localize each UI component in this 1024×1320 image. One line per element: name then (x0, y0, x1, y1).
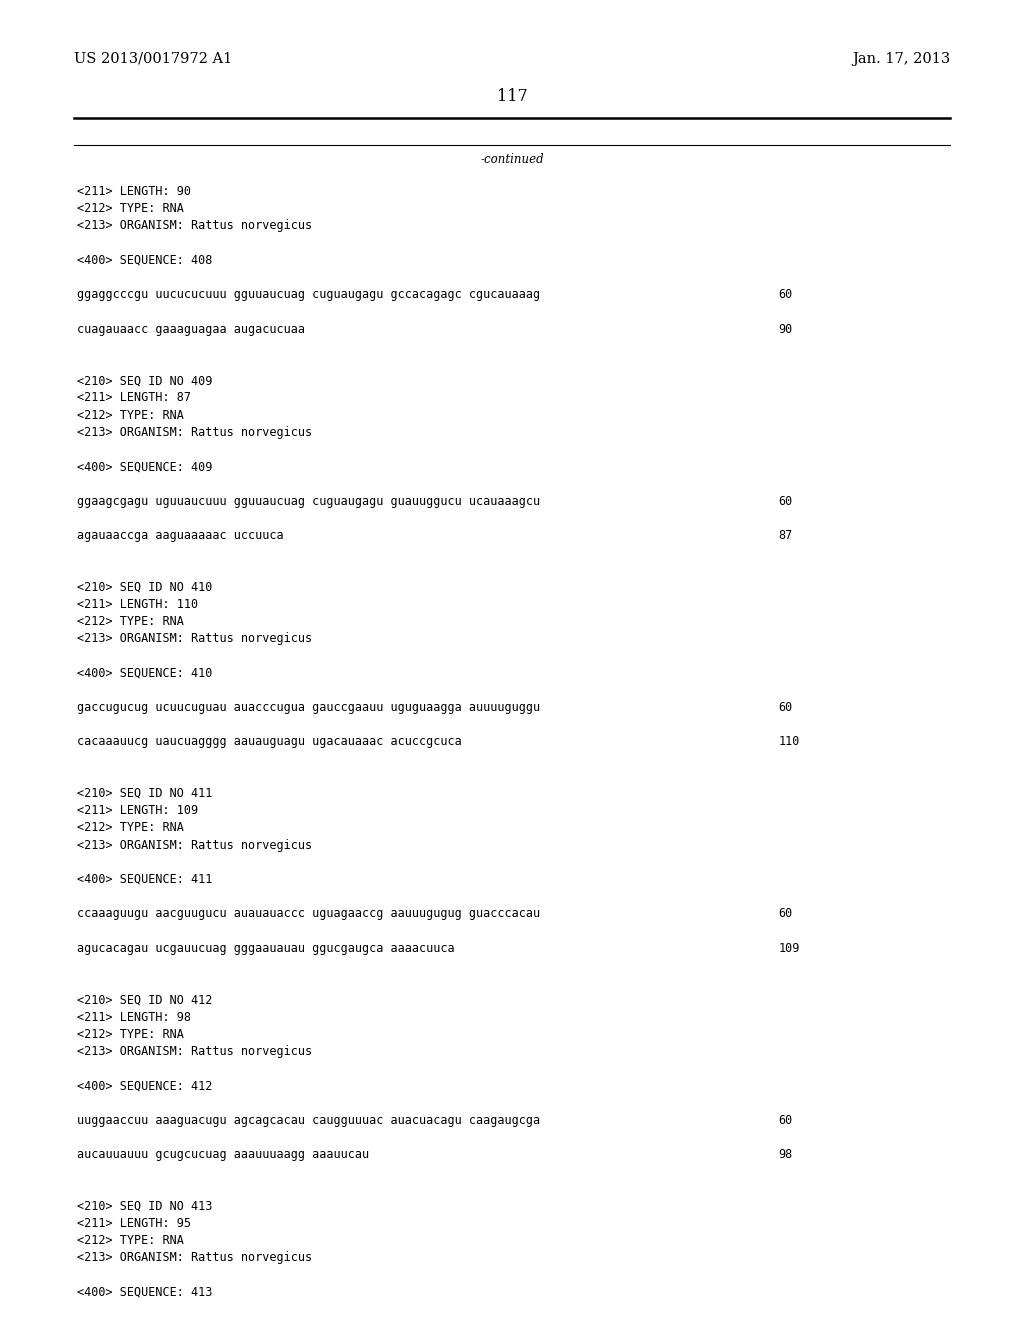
Text: <400> SEQUENCE: 408: <400> SEQUENCE: 408 (77, 253, 212, 267)
Text: <213> ORGANISM: Rattus norvegicus: <213> ORGANISM: Rattus norvegicus (77, 219, 312, 232)
Text: <211> LENGTH: 87: <211> LENGTH: 87 (77, 392, 190, 404)
Text: <211> LENGTH: 110: <211> LENGTH: 110 (77, 598, 198, 611)
Text: 98: 98 (778, 1148, 793, 1162)
Text: -continued: -continued (480, 153, 544, 166)
Text: <210> SEQ ID NO 413: <210> SEQ ID NO 413 (77, 1200, 212, 1213)
Text: <212> TYPE: RNA: <212> TYPE: RNA (77, 615, 183, 628)
Text: aucauuauuu gcugcucuag aaauuuaagg aaauucau: aucauuauuu gcugcucuag aaauuuaagg aaauuca… (77, 1148, 369, 1162)
Text: <211> LENGTH: 95: <211> LENGTH: 95 (77, 1217, 190, 1230)
Text: <400> SEQUENCE: 411: <400> SEQUENCE: 411 (77, 873, 212, 886)
Text: <212> TYPE: RNA: <212> TYPE: RNA (77, 202, 183, 215)
Text: ccaaaguugu aacguugucu auauauaccc uguagaaccg aauuugugug guacccacau: ccaaaguugu aacguugucu auauauaccc uguagaa… (77, 907, 540, 920)
Text: Jan. 17, 2013: Jan. 17, 2013 (852, 51, 950, 66)
Text: <213> ORGANISM: Rattus norvegicus: <213> ORGANISM: Rattus norvegicus (77, 1045, 312, 1059)
Text: <400> SEQUENCE: 413: <400> SEQUENCE: 413 (77, 1286, 212, 1299)
Text: 109: 109 (778, 941, 800, 954)
Text: uuggaaccuu aaaguacugu agcagcacau caugguuuac auacuacagu caagaugcga: uuggaaccuu aaaguacugu agcagcacau caugguu… (77, 1114, 540, 1127)
Text: 110: 110 (778, 735, 800, 748)
Text: ggaagcgagu uguuaucuuu gguuaucuag cuguaugagu guauuggucu ucauaaagcu: ggaagcgagu uguuaucuuu gguuaucuag cuguaug… (77, 495, 540, 508)
Text: 60: 60 (778, 288, 793, 301)
Text: <212> TYPE: RNA: <212> TYPE: RNA (77, 1028, 183, 1040)
Text: 60: 60 (778, 495, 793, 508)
Text: <400> SEQUENCE: 409: <400> SEQUENCE: 409 (77, 461, 212, 473)
Text: <211> LENGTH: 98: <211> LENGTH: 98 (77, 1011, 190, 1023)
Text: <211> LENGTH: 109: <211> LENGTH: 109 (77, 804, 198, 817)
Text: <212> TYPE: RNA: <212> TYPE: RNA (77, 821, 183, 834)
Text: <213> ORGANISM: Rattus norvegicus: <213> ORGANISM: Rattus norvegicus (77, 838, 312, 851)
Text: 87: 87 (778, 529, 793, 543)
Text: cuagauaacc gaaaguagaa augacucuaa: cuagauaacc gaaaguagaa augacucuaa (77, 322, 305, 335)
Text: ggaggcccgu uucucucuuu gguuaucuag cuguaugagu gccacagagc cgucauaaag: ggaggcccgu uucucucuuu gguuaucuag cuguaug… (77, 288, 540, 301)
Text: 60: 60 (778, 1114, 793, 1127)
Text: <210> SEQ ID NO 411: <210> SEQ ID NO 411 (77, 787, 212, 800)
Text: <210> SEQ ID NO 409: <210> SEQ ID NO 409 (77, 374, 212, 387)
Text: 117: 117 (497, 88, 527, 106)
Text: cacaaauucg uaucuagggg aauauguagu ugacauaaac acuccgcuca: cacaaauucg uaucuagggg aauauguagu ugacaua… (77, 735, 462, 748)
Text: US 2013/0017972 A1: US 2013/0017972 A1 (74, 51, 232, 66)
Text: 60: 60 (778, 701, 793, 714)
Text: agucacagau ucgauucuag gggaauauau ggucgaugca aaaacuuca: agucacagau ucgauucuag gggaauauau ggucgau… (77, 941, 455, 954)
Text: <210> SEQ ID NO 412: <210> SEQ ID NO 412 (77, 994, 212, 1006)
Text: 90: 90 (778, 322, 793, 335)
Text: <213> ORGANISM: Rattus norvegicus: <213> ORGANISM: Rattus norvegicus (77, 426, 312, 438)
Text: <400> SEQUENCE: 410: <400> SEQUENCE: 410 (77, 667, 212, 680)
Text: <212> TYPE: RNA: <212> TYPE: RNA (77, 409, 183, 421)
Text: <213> ORGANISM: Rattus norvegicus: <213> ORGANISM: Rattus norvegicus (77, 632, 312, 645)
Text: agauaaccga aaguaaaaac uccuuca: agauaaccga aaguaaaaac uccuuca (77, 529, 284, 543)
Text: gaccugucug ucuucuguau auacccugua gauccgaauu uguguaagga auuuuguggu: gaccugucug ucuucuguau auacccugua gauccga… (77, 701, 540, 714)
Text: 60: 60 (778, 907, 793, 920)
Text: <212> TYPE: RNA: <212> TYPE: RNA (77, 1234, 183, 1247)
Text: <400> SEQUENCE: 412: <400> SEQUENCE: 412 (77, 1080, 212, 1093)
Text: <210> SEQ ID NO 410: <210> SEQ ID NO 410 (77, 581, 212, 594)
Text: <211> LENGTH: 90: <211> LENGTH: 90 (77, 185, 190, 198)
Text: <213> ORGANISM: Rattus norvegicus: <213> ORGANISM: Rattus norvegicus (77, 1251, 312, 1265)
